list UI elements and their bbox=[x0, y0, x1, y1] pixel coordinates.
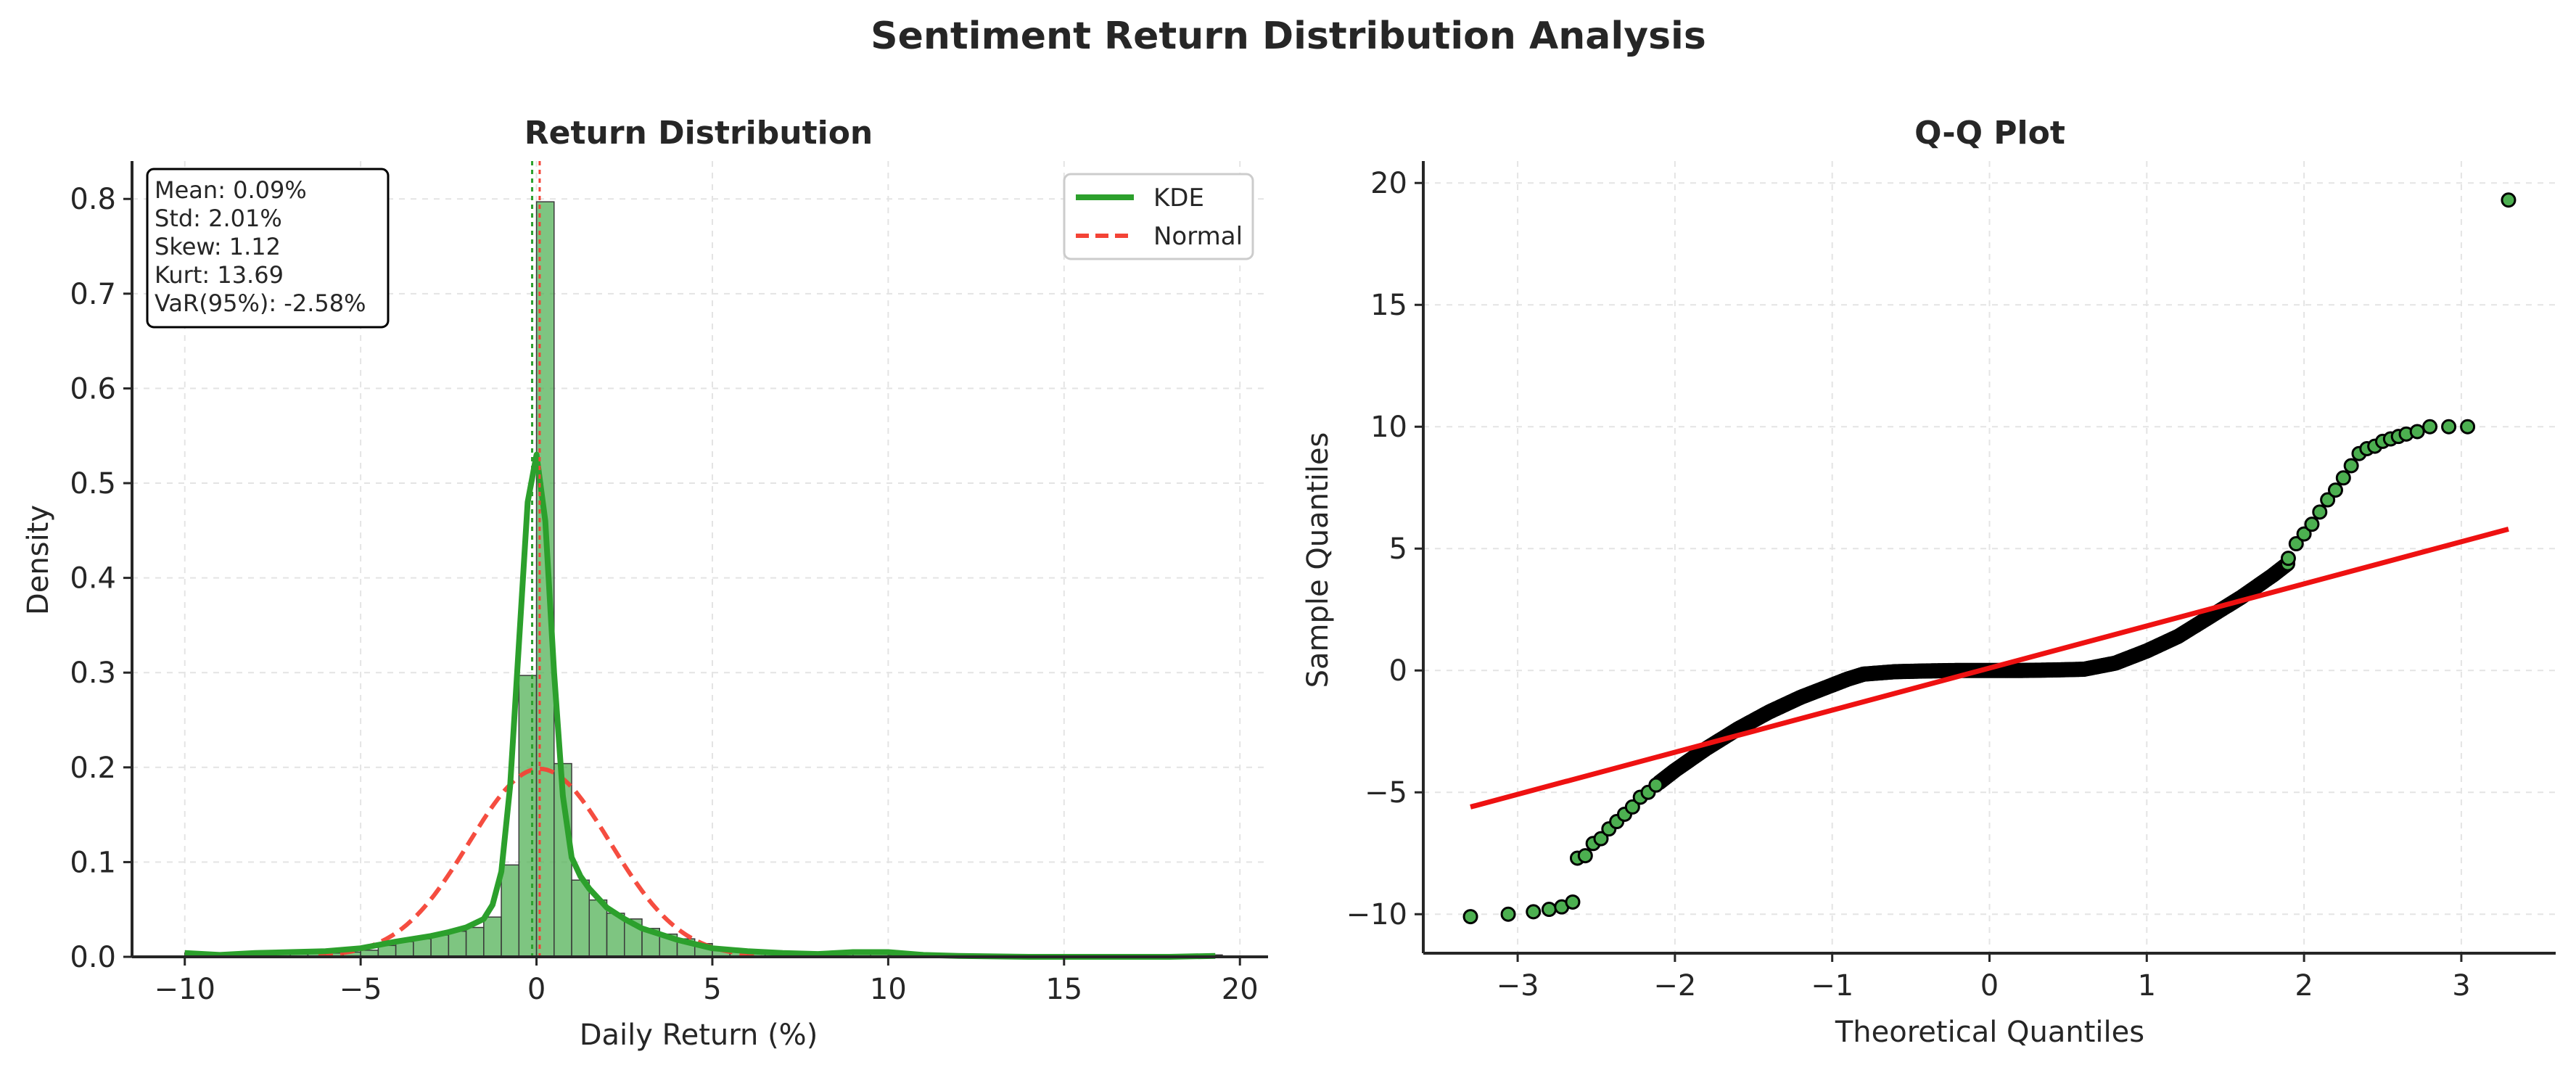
left-x-axis-label: Daily Return (%) bbox=[580, 1018, 818, 1052]
qq-tail-point bbox=[1577, 848, 1593, 864]
stats-std: Std: 2.01% bbox=[155, 205, 282, 232]
stats-box: Mean: 0.09% Std: 2.01% Skew: 1.12 Kurt: … bbox=[146, 168, 390, 329]
left-x-tick-label: −5 bbox=[340, 973, 382, 1006]
histogram-bar bbox=[483, 916, 502, 958]
density-curves bbox=[184, 161, 1216, 960]
histogram-bar bbox=[413, 938, 432, 958]
qq-tail-point bbox=[2327, 482, 2343, 498]
qq-tail-point bbox=[2343, 458, 2359, 474]
left-y-tick-label: 0.5 bbox=[70, 467, 116, 501]
qq-tail-point bbox=[1648, 777, 1664, 793]
right-grid bbox=[1423, 161, 2556, 953]
right-y-tick-label: 15 bbox=[1370, 289, 1407, 322]
left-x-tick-label: −10 bbox=[155, 973, 215, 1006]
left-x-tick-label: 10 bbox=[870, 973, 907, 1006]
qq-tail-point bbox=[1500, 906, 1516, 922]
qq-reference-line bbox=[1470, 526, 2509, 810]
histogram-bar bbox=[571, 879, 590, 958]
qq-tail-points bbox=[1462, 192, 2517, 925]
histogram-bar bbox=[465, 926, 485, 958]
qq-tail-point bbox=[2422, 419, 2438, 435]
qq-fit-line bbox=[1470, 526, 2509, 810]
right-x-tick-label: 0 bbox=[1980, 969, 1999, 1003]
left-chart-title: Return Distribution bbox=[524, 115, 873, 152]
right-y-axis-label: Sample Quantiles bbox=[1301, 432, 1335, 688]
legend: KDE Normal bbox=[1063, 173, 1254, 260]
right-x-tick-label: 1 bbox=[2138, 969, 2156, 1003]
qq-tail-point bbox=[1526, 904, 1542, 920]
figure-title: Sentiment Return Distribution Analysis bbox=[871, 15, 1706, 58]
histogram-bar bbox=[501, 864, 520, 958]
qq-tail-point bbox=[2409, 424, 2425, 440]
qq-tail-point bbox=[1462, 909, 1478, 925]
right-y-tick-label: 20 bbox=[1370, 167, 1407, 200]
right-x-tick-label: −2 bbox=[1653, 969, 1696, 1003]
left-x-tick-label: 5 bbox=[703, 973, 721, 1006]
qq-tail-point bbox=[2280, 551, 2296, 567]
histogram-bar bbox=[588, 899, 608, 958]
left-x-tick-label: 0 bbox=[527, 973, 546, 1006]
qq-tail-point bbox=[2460, 419, 2476, 435]
stats-box-frame bbox=[146, 168, 390, 329]
left-y-tick-label: 0.6 bbox=[70, 372, 116, 406]
stats-var: VaR(95%): -2.58% bbox=[155, 289, 366, 317]
legend-normal-label: Normal bbox=[1153, 222, 1243, 251]
left-x-tick-label: 15 bbox=[1045, 973, 1082, 1006]
qq-body-points bbox=[1651, 556, 2296, 791]
left-y-tick-label: 0.4 bbox=[70, 562, 116, 596]
stats-kurt: Kurt: 13.69 bbox=[155, 261, 284, 289]
histogram-bar bbox=[518, 675, 538, 958]
left-x-tick-label: 20 bbox=[1222, 973, 1259, 1006]
stats-skew: Skew: 1.12 bbox=[155, 233, 281, 260]
qq-tail-point bbox=[2320, 492, 2336, 508]
left-y-tick-label: 0.7 bbox=[70, 278, 116, 311]
right-y-tick-label: 0 bbox=[1389, 654, 1407, 688]
qq-tail-point bbox=[1624, 799, 1640, 815]
histogram-bar bbox=[448, 930, 467, 958]
right-y-tick-label: −5 bbox=[1365, 776, 1407, 810]
right-x-tick-label: −3 bbox=[1497, 969, 1539, 1003]
kde-curve bbox=[184, 451, 1216, 960]
right-x-axis-label: Theoretical Quantiles bbox=[1835, 1016, 2144, 1049]
normal-curve bbox=[318, 766, 762, 958]
right-y-tick-label: −10 bbox=[1346, 898, 1407, 931]
qq-tail-point bbox=[2288, 536, 2304, 552]
left-y-tick-label: 0.8 bbox=[70, 183, 116, 216]
qq-tail-point bbox=[2501, 192, 2517, 208]
return-distribution-panel: Return Distribution −10 −5 0 5 10 15 20 0.0 0.1 0… bbox=[22, 115, 1268, 1052]
qq-tail-point bbox=[1565, 894, 1581, 910]
right-x-tick-label: 2 bbox=[2295, 969, 2313, 1003]
qq-tail-point bbox=[2335, 470, 2351, 486]
right-x-tick-label: −1 bbox=[1811, 969, 1853, 1003]
left-tick-labels: −10 −5 0 5 10 15 20 0.0 0.1 0.2 0.3 0.4 0.5 0.6 0.7 0.8 bbox=[70, 183, 1258, 1006]
right-y-tick-label: 10 bbox=[1370, 411, 1407, 444]
left-y-tick-label: 0.2 bbox=[70, 752, 116, 785]
right-y-tick-label: 5 bbox=[1389, 532, 1407, 566]
histogram-bar bbox=[606, 913, 625, 958]
legend-kde-label: KDE bbox=[1153, 184, 1204, 213]
left-y-tick-label: 0.0 bbox=[70, 941, 116, 974]
left-y-axis-label: Density bbox=[22, 505, 55, 615]
qq-tail-point bbox=[2296, 526, 2312, 542]
qq-tail-point bbox=[2312, 504, 2328, 520]
stats-mean: Mean: 0.09% bbox=[155, 176, 307, 204]
qq-tail-point bbox=[2441, 419, 2457, 435]
qq-tail-point bbox=[2304, 517, 2320, 532]
left-y-tick-label: 0.1 bbox=[70, 846, 116, 879]
qq-tail-point bbox=[1541, 902, 1557, 918]
qq-tail-point bbox=[1593, 831, 1609, 847]
right-chart-title: Q-Q Plot bbox=[1914, 115, 2065, 152]
right-x-tick-label: 3 bbox=[2452, 969, 2470, 1003]
left-y-tick-label: 0.3 bbox=[70, 657, 116, 690]
